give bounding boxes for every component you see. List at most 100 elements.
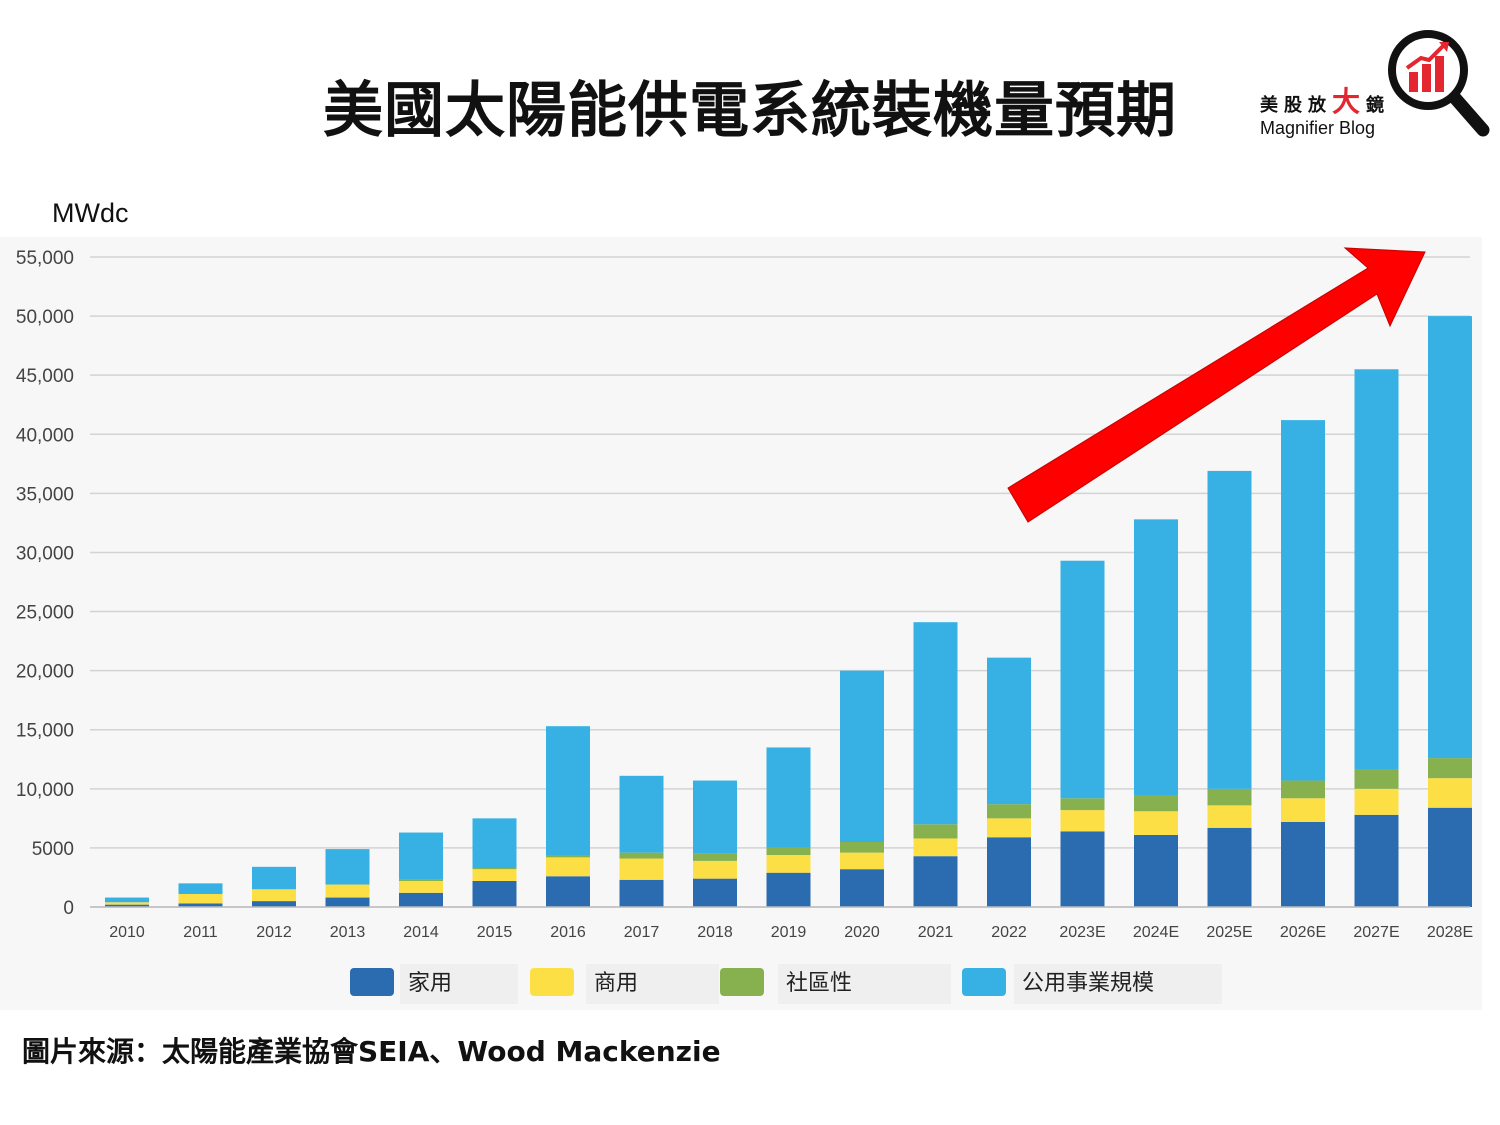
bar-segment-community (913, 824, 958, 839)
bar-segment-commercial (105, 902, 149, 905)
trend-arrow-shape (1007, 247, 1426, 523)
bar-segment-residential (1207, 827, 1252, 907)
chart-legend: 家用 商用 社區性 公用事業規模 (350, 960, 1230, 1004)
bar-segment-utility (913, 622, 958, 825)
x-tick-label: 2017 (624, 924, 660, 941)
bar-segment-commercial (1207, 805, 1252, 828)
bar-segment-residential (913, 856, 958, 907)
x-tick-label: 2012 (256, 924, 292, 941)
bar-segment-commercial (472, 869, 517, 881)
bar-segment-utility (1281, 420, 1325, 781)
trend-arrow (1007, 247, 1426, 523)
x-tick-label: 2010 (109, 924, 145, 941)
bar-segment-utility (1207, 470, 1252, 789)
bar-segment-residential (325, 897, 370, 907)
y-tick-label: 55,000 (16, 248, 74, 269)
legend-swatch-utility (962, 968, 1006, 996)
bar-segment-commercial (178, 894, 223, 904)
bar-segment-residential (1428, 807, 1472, 907)
bar-segment-community (472, 868, 517, 870)
bar-segment-commercial (913, 838, 958, 857)
bar-segment-residential (1281, 821, 1325, 907)
y-tick-label: 20,000 (16, 662, 74, 683)
bar-segment-community (546, 855, 590, 858)
bar-segment-community (1207, 788, 1252, 806)
y-tick-label: 0 (63, 898, 74, 919)
bar-segment-utility (766, 747, 811, 848)
bar-segment-residential (252, 901, 296, 907)
bar-segment-commercial (1428, 778, 1472, 808)
bar-segment-utility (1060, 560, 1105, 799)
bar-segment-residential (178, 903, 223, 907)
y-tick-label: 30,000 (16, 543, 74, 564)
bar-segment-utility (325, 849, 370, 885)
bar-segment-community (987, 804, 1031, 819)
y-tick-label: 5000 (32, 839, 74, 860)
bar-segment-community (1428, 758, 1472, 779)
y-tick-label: 40,000 (16, 425, 74, 446)
bar-segment-utility (840, 670, 884, 842)
bar-segment-community (1354, 769, 1399, 789)
bar-segment-commercial (399, 881, 443, 893)
bar-segment-commercial (619, 858, 664, 880)
bar-segment-utility (399, 832, 443, 880)
bar-segment-commercial (693, 860, 737, 879)
bar-segment-residential (619, 879, 664, 907)
logo-chinese-text: 美股放大鏡 (1260, 80, 1390, 120)
bar-segment-community (1134, 795, 1178, 812)
x-tick-label: 2015 (477, 924, 513, 941)
y-tick-label: 10,000 (16, 780, 74, 801)
bar-segment-community (1281, 780, 1325, 799)
bar-segment-commercial (766, 855, 811, 873)
bar-segment-community (693, 853, 737, 861)
x-tick-label: 2025E (1206, 924, 1252, 941)
y-axis-unit-label: MWdc (52, 198, 129, 228)
source-caption: 圖片來源：太陽能產業協會SEIA、Wood Mackenzie (22, 1035, 721, 1068)
bar-segment-utility (252, 866, 296, 890)
bar-segment-commercial (987, 818, 1031, 838)
bar-segment-utility (1428, 316, 1472, 759)
bar-segment-commercial (1281, 798, 1325, 822)
x-tick-label: 2016 (550, 924, 586, 941)
bar-segment-utility (987, 657, 1031, 805)
x-tick-label: 2024E (1133, 924, 1179, 941)
legend-swatch-residential (350, 968, 394, 996)
logo-cn-big: 大 (1332, 85, 1367, 118)
bar-segment-commercial (252, 889, 296, 902)
bar-segment-utility (546, 726, 590, 855)
legend-label-community: 社區性 (778, 964, 951, 1004)
x-tick-label: 2026E (1280, 924, 1326, 941)
logo-cn-suffix: 鏡 (1366, 95, 1391, 116)
bar-segment-utility (472, 818, 517, 868)
bar-segment-residential (399, 892, 443, 907)
bar-segment-community (766, 847, 811, 855)
logo-cn-prefix: 美股放 (1260, 95, 1332, 116)
bar-segment-residential (987, 837, 1031, 907)
bar-segment-residential (1060, 831, 1105, 907)
x-tick-label: 2014 (403, 924, 439, 941)
legend-label-utility: 公用事業規模 (1014, 964, 1222, 1004)
bar-segment-community (619, 852, 664, 859)
y-tick-label: 25,000 (16, 603, 74, 624)
bar-segment-residential (1354, 814, 1399, 907)
y-tick-label: 35,000 (16, 484, 74, 505)
bar-segment-commercial (840, 852, 884, 870)
bar-segment-commercial (546, 857, 590, 877)
legend-label-commercial: 商用 (586, 964, 719, 1004)
bar-segment-commercial (1060, 810, 1105, 832)
bar-segment-residential (1134, 834, 1178, 907)
x-tick-label: 2028E (1427, 924, 1473, 941)
bar-segment-utility (1354, 369, 1399, 770)
logo-english-text: Magnifier Blog (1260, 118, 1376, 138)
bar-segment-residential (546, 876, 590, 907)
magnifier-chart-icon (1388, 30, 1490, 137)
bar-segment-utility (693, 780, 737, 854)
y-tick-label: 15,000 (16, 721, 74, 742)
bar-segment-community (399, 879, 443, 881)
x-tick-label: 2027E (1353, 924, 1399, 941)
x-tick-label: 2021 (918, 924, 954, 941)
bar-segment-community (1060, 798, 1105, 811)
bar-segment-residential (693, 878, 737, 907)
legend-label-residential: 家用 (400, 964, 518, 1004)
